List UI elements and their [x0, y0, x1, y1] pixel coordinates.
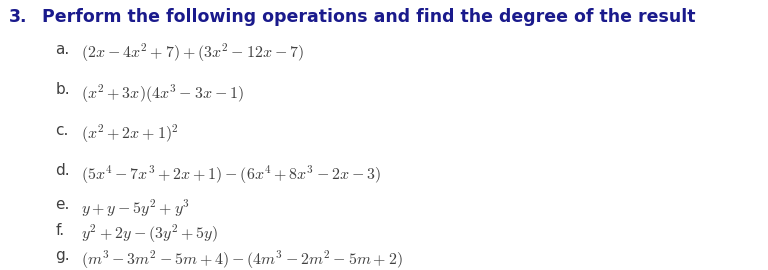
Text: $y+y-5y^2+y^3$: $y+y-5y^2+y^3$: [81, 197, 190, 218]
Text: e.: e.: [55, 197, 70, 212]
Text: 3.: 3.: [9, 8, 28, 26]
Text: $(2x-4x^2+7)+(3x^2-12x-7)$: $(2x-4x^2+7)+(3x^2-12x-7)$: [81, 42, 303, 64]
Text: a.: a.: [55, 42, 70, 57]
Text: $(m^3-3m^2-5m+4)-(4m^3-2m^2-5m+2)$: $(m^3-3m^2-5m+4)-(4m^3-2m^2-5m+2)$: [81, 248, 402, 270]
Text: Perform the following operations and find the degree of the result: Perform the following operations and fin…: [42, 8, 696, 26]
Text: $(x^2+3x)(4x^3-3x-1)$: $(x^2+3x)(4x^3-3x-1)$: [81, 82, 243, 105]
Text: $(x^2+2x+1)^2$: $(x^2+2x+1)^2$: [81, 123, 179, 145]
Text: $y^2+2y-(3y^2+5y)$: $y^2+2y-(3y^2+5y)$: [81, 223, 218, 245]
Text: f.: f.: [55, 223, 65, 238]
Text: g.: g.: [55, 248, 70, 264]
Text: $(5x^4-7x^3+2x+1)-(6x^4+8x^3-2x-3)$: $(5x^4-7x^3+2x+1)-(6x^4+8x^3-2x-3)$: [81, 163, 381, 186]
Text: b.: b.: [55, 82, 70, 97]
Text: c.: c.: [55, 123, 68, 138]
Text: d.: d.: [55, 163, 70, 178]
